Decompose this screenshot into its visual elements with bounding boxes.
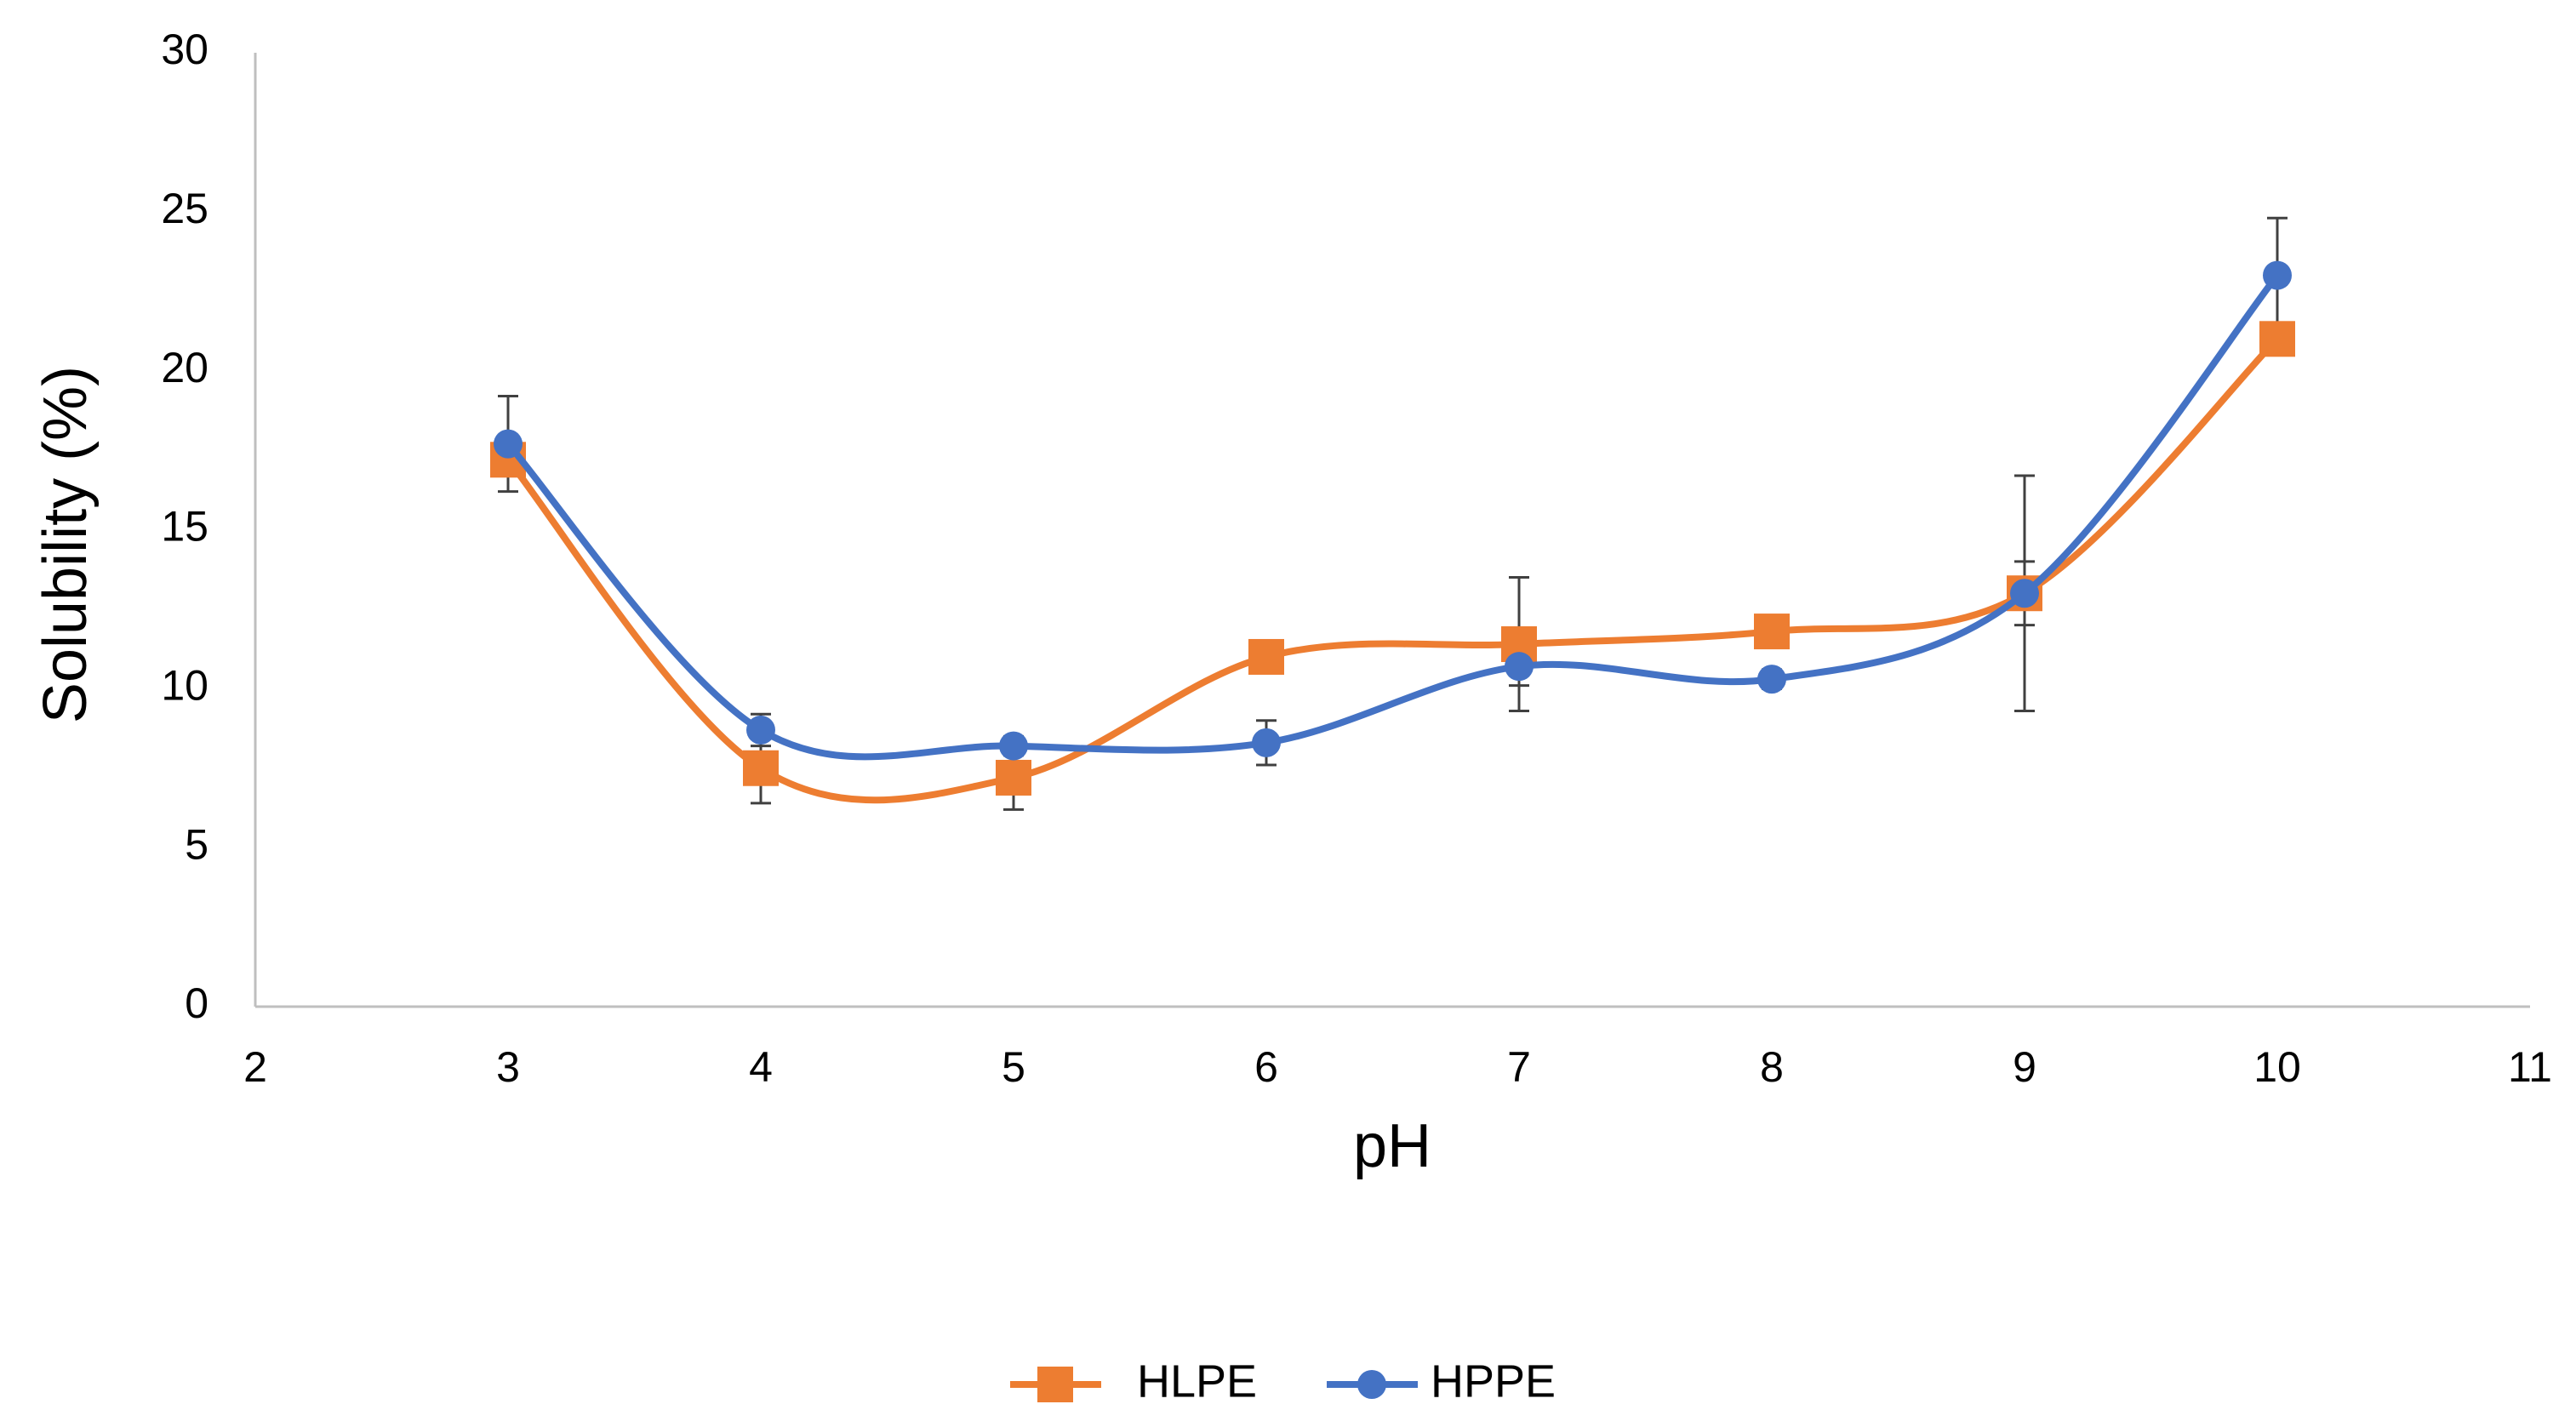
series-line <box>505 273 2281 761</box>
data-point <box>743 750 779 786</box>
data-point <box>1757 665 1786 694</box>
data-point <box>494 429 523 459</box>
x-tick-label: 7 <box>1507 1043 1531 1091</box>
data-point <box>746 715 775 745</box>
data-point <box>999 731 1028 761</box>
x-tick-label: 5 <box>1002 1043 1025 1091</box>
x-axis-label: pH <box>1353 1112 1431 1180</box>
data-point <box>2010 579 2039 608</box>
data-point <box>2263 260 2292 290</box>
y-tick-label: 15 <box>161 503 208 551</box>
x-tick-label: 6 <box>1254 1043 1278 1091</box>
legend-label: HLPE <box>1137 1356 1257 1407</box>
x-tick-label: 10 <box>2253 1043 2301 1091</box>
data-point <box>1754 614 1790 650</box>
legend-marker <box>1037 1367 1073 1402</box>
data-point <box>1505 652 1534 682</box>
x-tick-label: 2 <box>243 1043 267 1091</box>
x-tick-label: 9 <box>2013 1043 2036 1091</box>
legend-marker <box>1357 1370 1386 1399</box>
x-tick-label: 4 <box>749 1043 773 1091</box>
x-tick-label: 8 <box>1760 1043 1784 1091</box>
y-axis-label: Solubility (%) <box>31 366 100 723</box>
y-tick-label: 10 <box>161 662 208 710</box>
y-tick-label: 25 <box>161 185 208 232</box>
data-point <box>1252 728 1281 757</box>
data-point <box>2259 321 2295 357</box>
y-tick-label: 20 <box>161 344 208 391</box>
data-point <box>1248 638 1284 675</box>
y-tick-label: 5 <box>185 820 208 868</box>
x-tick-label: 11 <box>2508 1043 2552 1091</box>
y-tick-label: 30 <box>161 26 208 73</box>
legend-label: HPPE <box>1431 1356 1556 1407</box>
x-tick-label: 3 <box>496 1043 520 1091</box>
y-tick-label: 0 <box>185 979 208 1027</box>
data-point <box>996 759 1031 796</box>
